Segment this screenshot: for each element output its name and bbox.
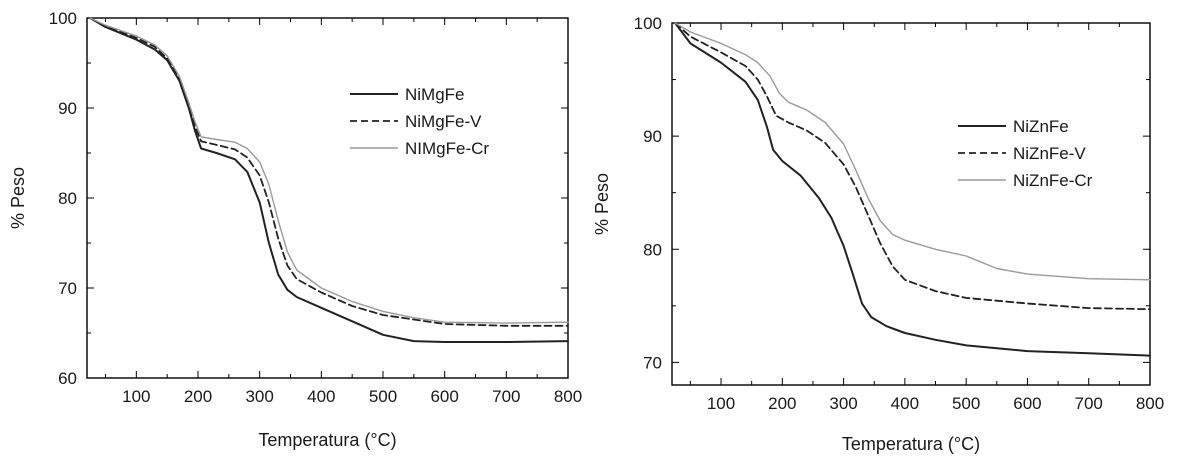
chart-nimgfe: 100 200 300 400 500 600 700 800 60 70 80 90 100 Tempe…: [8, 9, 582, 450]
plot-frame: [671, 22, 1151, 386]
y-tick-label: 80: [643, 240, 662, 259]
y-tick-label: 80: [58, 189, 77, 208]
plot-frame: [86, 17, 569, 379]
legend-label: NiZnFe-Cr: [1013, 171, 1093, 190]
x-tick-label: 200: [184, 387, 212, 406]
x-tick-label: 600: [430, 387, 458, 406]
legend-label: NiZnFe: [1013, 117, 1069, 136]
x-tick-label: 500: [369, 387, 397, 406]
legend: NiZnFe NiZnFe-V NiZnFe-Cr: [958, 117, 1093, 190]
x-tick-label: 300: [245, 387, 273, 406]
legend: NiMgFe NiMgFe-V NIMgFe-Cr: [350, 85, 489, 158]
y-tick-label: 60: [58, 369, 77, 388]
x-tick-label: 800: [1136, 394, 1164, 413]
series-line-niznfe-cr: [674, 22, 1151, 281]
legend-label: NIMgFe-Cr: [405, 139, 489, 158]
x-tick-label: 300: [829, 394, 857, 413]
x-axis-title: Temperatura (°C): [258, 430, 396, 450]
y-axis-title: % Peso: [8, 167, 28, 229]
series-line-nimgfe: [89, 17, 569, 343]
x-tick-label: 600: [1013, 394, 1041, 413]
x-tick-label: 100: [707, 394, 735, 413]
y-tick-label: 70: [643, 353, 662, 372]
legend-label: NiMgFe-V: [405, 112, 482, 131]
y-tick-label: 90: [643, 127, 662, 146]
chart-niznfe: 100 200 300 400 500 600 700 800 70 80 90 100 Tempera…: [592, 14, 1164, 454]
series-line-niznfe: [674, 22, 1151, 357]
x-tick-label: 700: [1075, 394, 1103, 413]
x-tick-label: 100: [122, 387, 150, 406]
y-tick-label: 90: [58, 99, 77, 118]
x-tick-label: 500: [952, 394, 980, 413]
series-line-nimgfe-cr: [89, 17, 569, 324]
legend-label: NiMgFe: [405, 85, 465, 104]
x-tick-label: 400: [891, 394, 919, 413]
x-tick-label: 200: [768, 394, 796, 413]
x-tick-label: 700: [492, 387, 520, 406]
y-tick-label: 100: [634, 14, 662, 33]
series-line-niznfe-v: [674, 22, 1151, 311]
series-line-nimgfe-v: [89, 17, 569, 327]
x-axis-title: Temperatura (°C): [842, 434, 980, 454]
x-tick-label: 400: [307, 387, 335, 406]
y-tick-label: 100: [49, 9, 77, 28]
y-tick-label: 70: [58, 279, 77, 298]
y-axis-title: % Peso: [592, 173, 612, 235]
legend-label: NiZnFe-V: [1013, 144, 1086, 163]
x-tick-label: 800: [554, 387, 582, 406]
